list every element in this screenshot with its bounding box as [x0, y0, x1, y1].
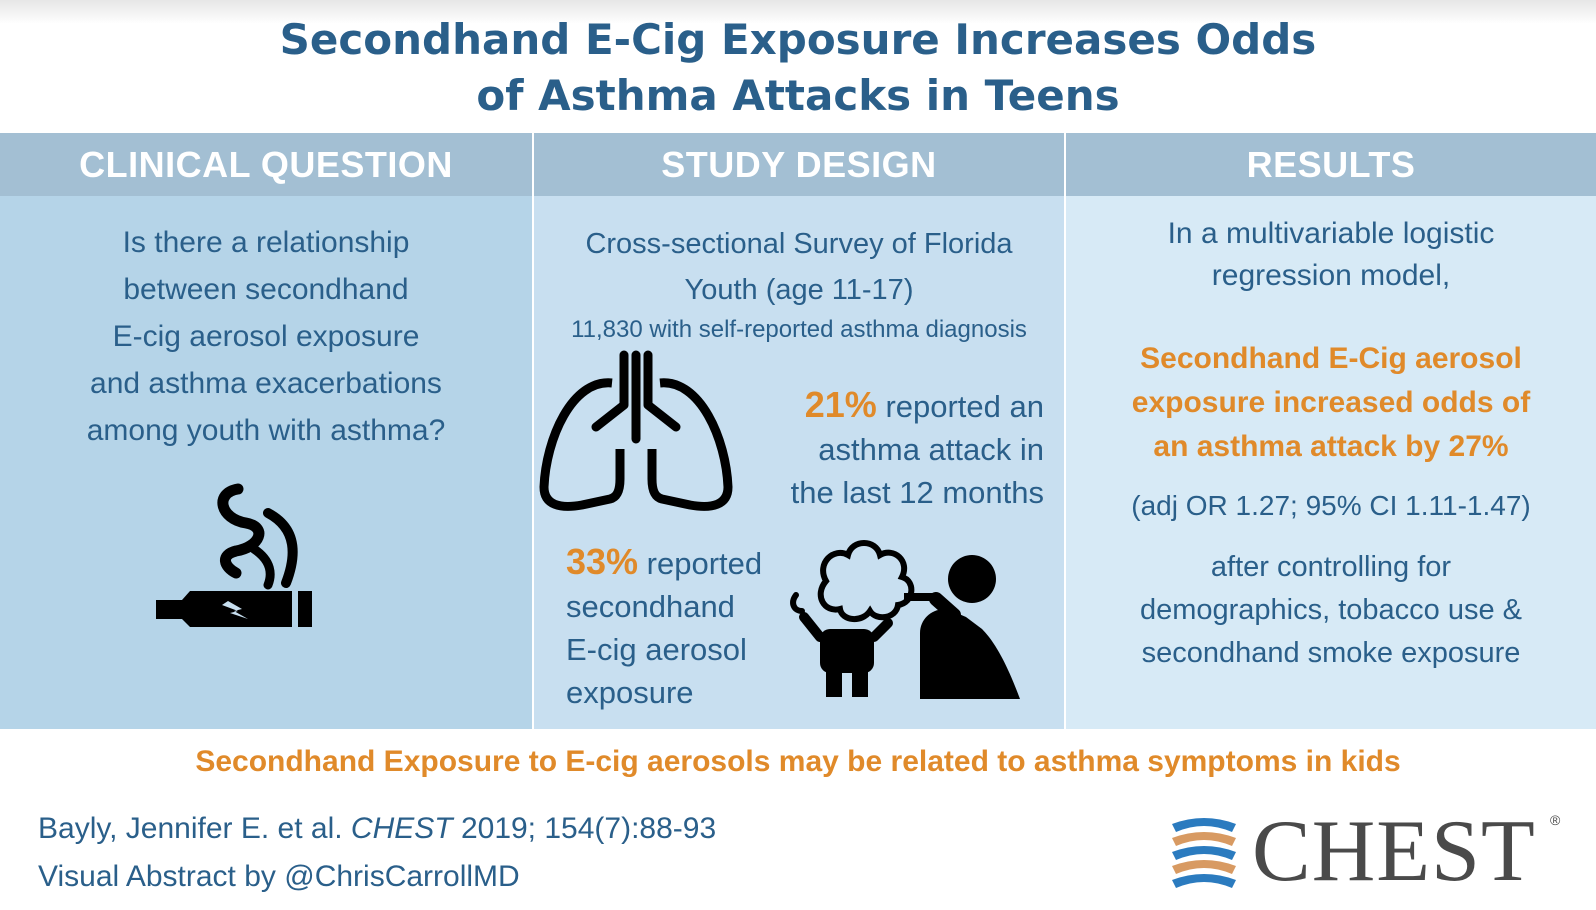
control-line: demographics, tobacco use & — [1139, 594, 1523, 626]
stat-21-value: 21% — [804, 384, 877, 425]
chest-logo: CHEST ® — [1168, 803, 1568, 900]
stat-21-text: reported an — [876, 389, 1044, 424]
citation-details: 2019; 154(7):88-93 — [452, 812, 717, 845]
clinical-question-header: CLINICAL QUESTION — [0, 133, 532, 196]
lungs-icon — [539, 350, 733, 511]
results-controls: after controlling for demographics, toba… — [1086, 546, 1576, 675]
page-title: Secondhand E-Cig Exposure Increases Odds… — [0, 12, 1596, 124]
title-line-2: of Asthma Attacks in Teens — [476, 71, 1120, 120]
stat-21-text: the last 12 months — [790, 475, 1044, 510]
results-line: regression model, — [1211, 259, 1451, 292]
citation-journal: CHEST — [350, 812, 453, 845]
citation: Bayly, Jennifer E. et al. CHEST 2019; 15… — [38, 808, 716, 850]
results-header: RESULTS — [1066, 133, 1596, 196]
study-design-panel: STUDY DESIGN Cross-sectional Survey of F… — [534, 133, 1064, 729]
control-line: after controlling for — [1210, 551, 1452, 583]
stat-33-text: exposure — [566, 675, 694, 710]
clinical-question-panel: CLINICAL QUESTION Is there a relationshi… — [0, 133, 532, 729]
registered-mark: ® — [1550, 812, 1561, 828]
vaping-exposure-icon — [790, 540, 1020, 699]
title-line-1: Secondhand E-Cig Exposure Increases Odds — [279, 15, 1317, 64]
finding-line: an asthma attack by 27% — [1153, 430, 1509, 463]
clinical-question-text: Is there a relationship between secondha… — [30, 219, 502, 454]
sample-size: 11,830 with self-reported asthma diagnos… — [571, 316, 1027, 343]
stat-33-text: secondhand — [566, 589, 735, 624]
question-line: E-cig aerosol exposure — [112, 320, 420, 353]
results-intro: In a multivariable logistic regression m… — [1086, 213, 1576, 297]
question-line: Is there a relationship — [122, 226, 410, 259]
stat-33-text: E-cig aerosol — [566, 632, 747, 667]
odds-ratio-stats: (adj OR 1.27; 95% CI 1.11-1.47) — [1131, 490, 1531, 521]
study-design-header: STUDY DESIGN — [534, 133, 1064, 196]
question-line: among youth with asthma? — [86, 414, 446, 447]
results-line: In a multivariable logistic — [1167, 217, 1495, 250]
question-line: between secondhand — [123, 273, 409, 306]
results-finding: Secondhand E-Cig aerosol exposure increa… — [1086, 337, 1576, 469]
exposure-stat: 33% reported secondhand E-cig aerosol ex… — [566, 540, 806, 714]
results-panel: RESULTS In a multivariable logistic regr… — [1066, 133, 1596, 729]
stat-33-text: reported — [638, 546, 763, 581]
citation-authors: Bayly, Jennifer E. et al. — [38, 812, 351, 845]
control-line: secondhand smoke exposure — [1141, 637, 1521, 669]
conclusion-text: Secondhand Exposure to E-cig aerosols ma… — [195, 745, 1401, 778]
top-shade — [0, 0, 1596, 24]
chest-logo-word: CHEST — [1252, 803, 1536, 900]
study-line: Cross-sectional Survey of Florida — [585, 228, 1013, 260]
asthma-attack-stat: 21% reported an asthma attack in the las… — [744, 383, 1044, 514]
question-line: and asthma exacerbations — [90, 367, 442, 400]
finding-line: exposure increased odds of — [1131, 386, 1531, 419]
visual-abstract-credit: Visual Abstract by @ChrisCarrollMD — [38, 860, 520, 893]
finding-line: Secondhand E-Cig aerosol — [1140, 342, 1522, 375]
stat-33-value: 33% — [566, 541, 639, 582]
study-line: Youth (age 11-17) — [684, 274, 914, 306]
stat-21-text: asthma attack in — [818, 432, 1044, 467]
e-cigarette-icon — [156, 483, 312, 627]
study-population: Cross-sectional Survey of Florida Youth … — [534, 221, 1064, 313]
chest-logo-mark-icon — [1172, 818, 1236, 888]
